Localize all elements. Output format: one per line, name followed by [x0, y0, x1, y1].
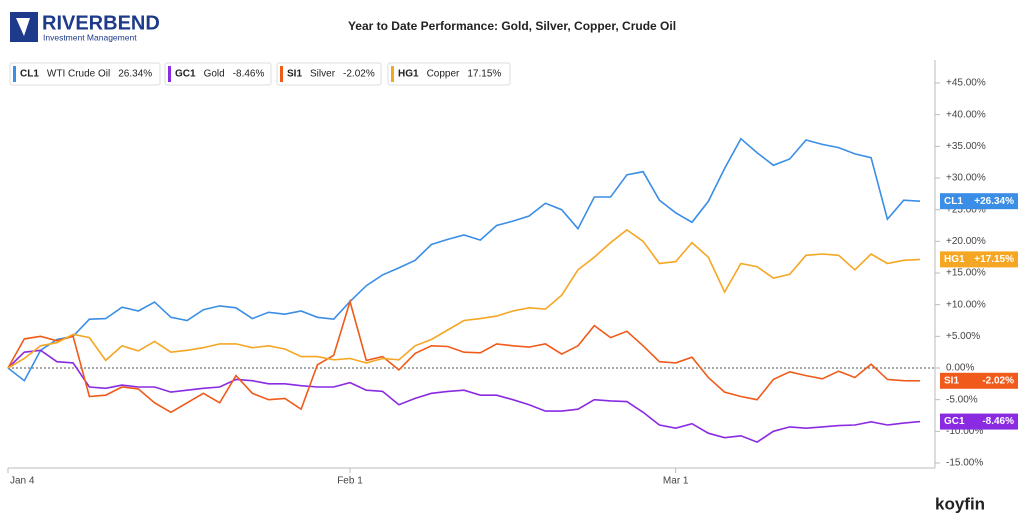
legend-value: 26.34%	[118, 69, 152, 80]
legend-swatch	[13, 66, 16, 82]
legend-item: CL1 WTI Crude Oil 26.34%	[9, 62, 161, 86]
series-line	[7, 228, 921, 369]
y-tick-label: 0.00%	[946, 363, 974, 374]
end-tag	[940, 193, 1018, 210]
end-tag-ticker: HG1	[944, 254, 965, 265]
legend-ticker: HG1	[398, 69, 419, 80]
legend-item: SI1 Silver -2.02%	[276, 62, 382, 86]
y-tick-label: +25.00%	[946, 204, 986, 215]
end-tag-value: -8.46%	[982, 416, 1014, 427]
legend-value: -2.02%	[343, 69, 375, 80]
legend-item: HG1 Copper 17.15%	[387, 62, 511, 86]
legend-ticker: SI1	[287, 69, 302, 80]
end-tag	[940, 372, 1018, 389]
legend-box	[164, 62, 272, 86]
x-tick-label: Feb 1	[337, 476, 363, 487]
legend-ticker: GC1	[175, 69, 196, 80]
x-tick-label: Mar 1	[663, 476, 689, 487]
brand: koyfin	[935, 494, 985, 513]
chart-title: Year to Date Performance: Gold, Silver, …	[348, 19, 676, 33]
legend-name: Copper	[427, 69, 460, 80]
legend-swatch	[280, 66, 283, 82]
end-tag	[940, 251, 1018, 268]
series-line	[7, 137, 921, 382]
logo: RIVERBEND Investment Management	[10, 12, 160, 42]
end-tag-ticker: GC1	[944, 416, 965, 427]
end-tag-value: +17.15%	[974, 254, 1014, 265]
legend-value: 17.15%	[467, 69, 501, 80]
legend-item: GC1 Gold -8.46%	[164, 62, 272, 86]
legend-swatch	[168, 66, 171, 82]
series-line	[7, 349, 921, 443]
x-tick-label: Jan 4	[10, 476, 35, 487]
end-tag-value: +26.34%	[974, 196, 1014, 207]
series-line	[7, 298, 921, 414]
y-tick-label: +5.00%	[946, 331, 980, 342]
logo-mark	[16, 18, 30, 36]
y-tick-label: +10.00%	[946, 299, 986, 310]
end-tag-ticker: SI1	[944, 375, 959, 386]
legend-box	[276, 62, 382, 86]
y-tick-label: +20.00%	[946, 236, 986, 247]
y-tick-label: -10.00%	[946, 426, 983, 437]
logo-tagline: Investment Management	[43, 32, 137, 42]
end-tag-ticker: CL1	[944, 196, 963, 207]
legend-ticker: CL1	[20, 69, 39, 80]
legend-name: WTI Crude Oil	[47, 69, 110, 80]
legend-name: Gold	[204, 69, 225, 80]
end-tag	[940, 413, 1018, 430]
y-tick-label: +45.00%	[946, 78, 986, 89]
y-tick-label: +40.00%	[946, 109, 986, 120]
end-tag-value: -2.02%	[982, 375, 1014, 386]
logo-name: RIVERBEND	[42, 12, 160, 34]
y-tick-label: +35.00%	[946, 141, 986, 152]
y-tick-label: +30.00%	[946, 173, 986, 184]
legend-box	[387, 62, 511, 86]
y-tick-label: -5.00%	[946, 394, 978, 405]
legend-box	[9, 62, 161, 86]
y-tick-label: -15.00%	[946, 458, 983, 469]
legend-name: Silver	[310, 69, 336, 80]
y-tick-label: +15.00%	[946, 268, 986, 279]
legend-swatch	[391, 66, 394, 82]
legend-value: -8.46%	[233, 69, 265, 80]
